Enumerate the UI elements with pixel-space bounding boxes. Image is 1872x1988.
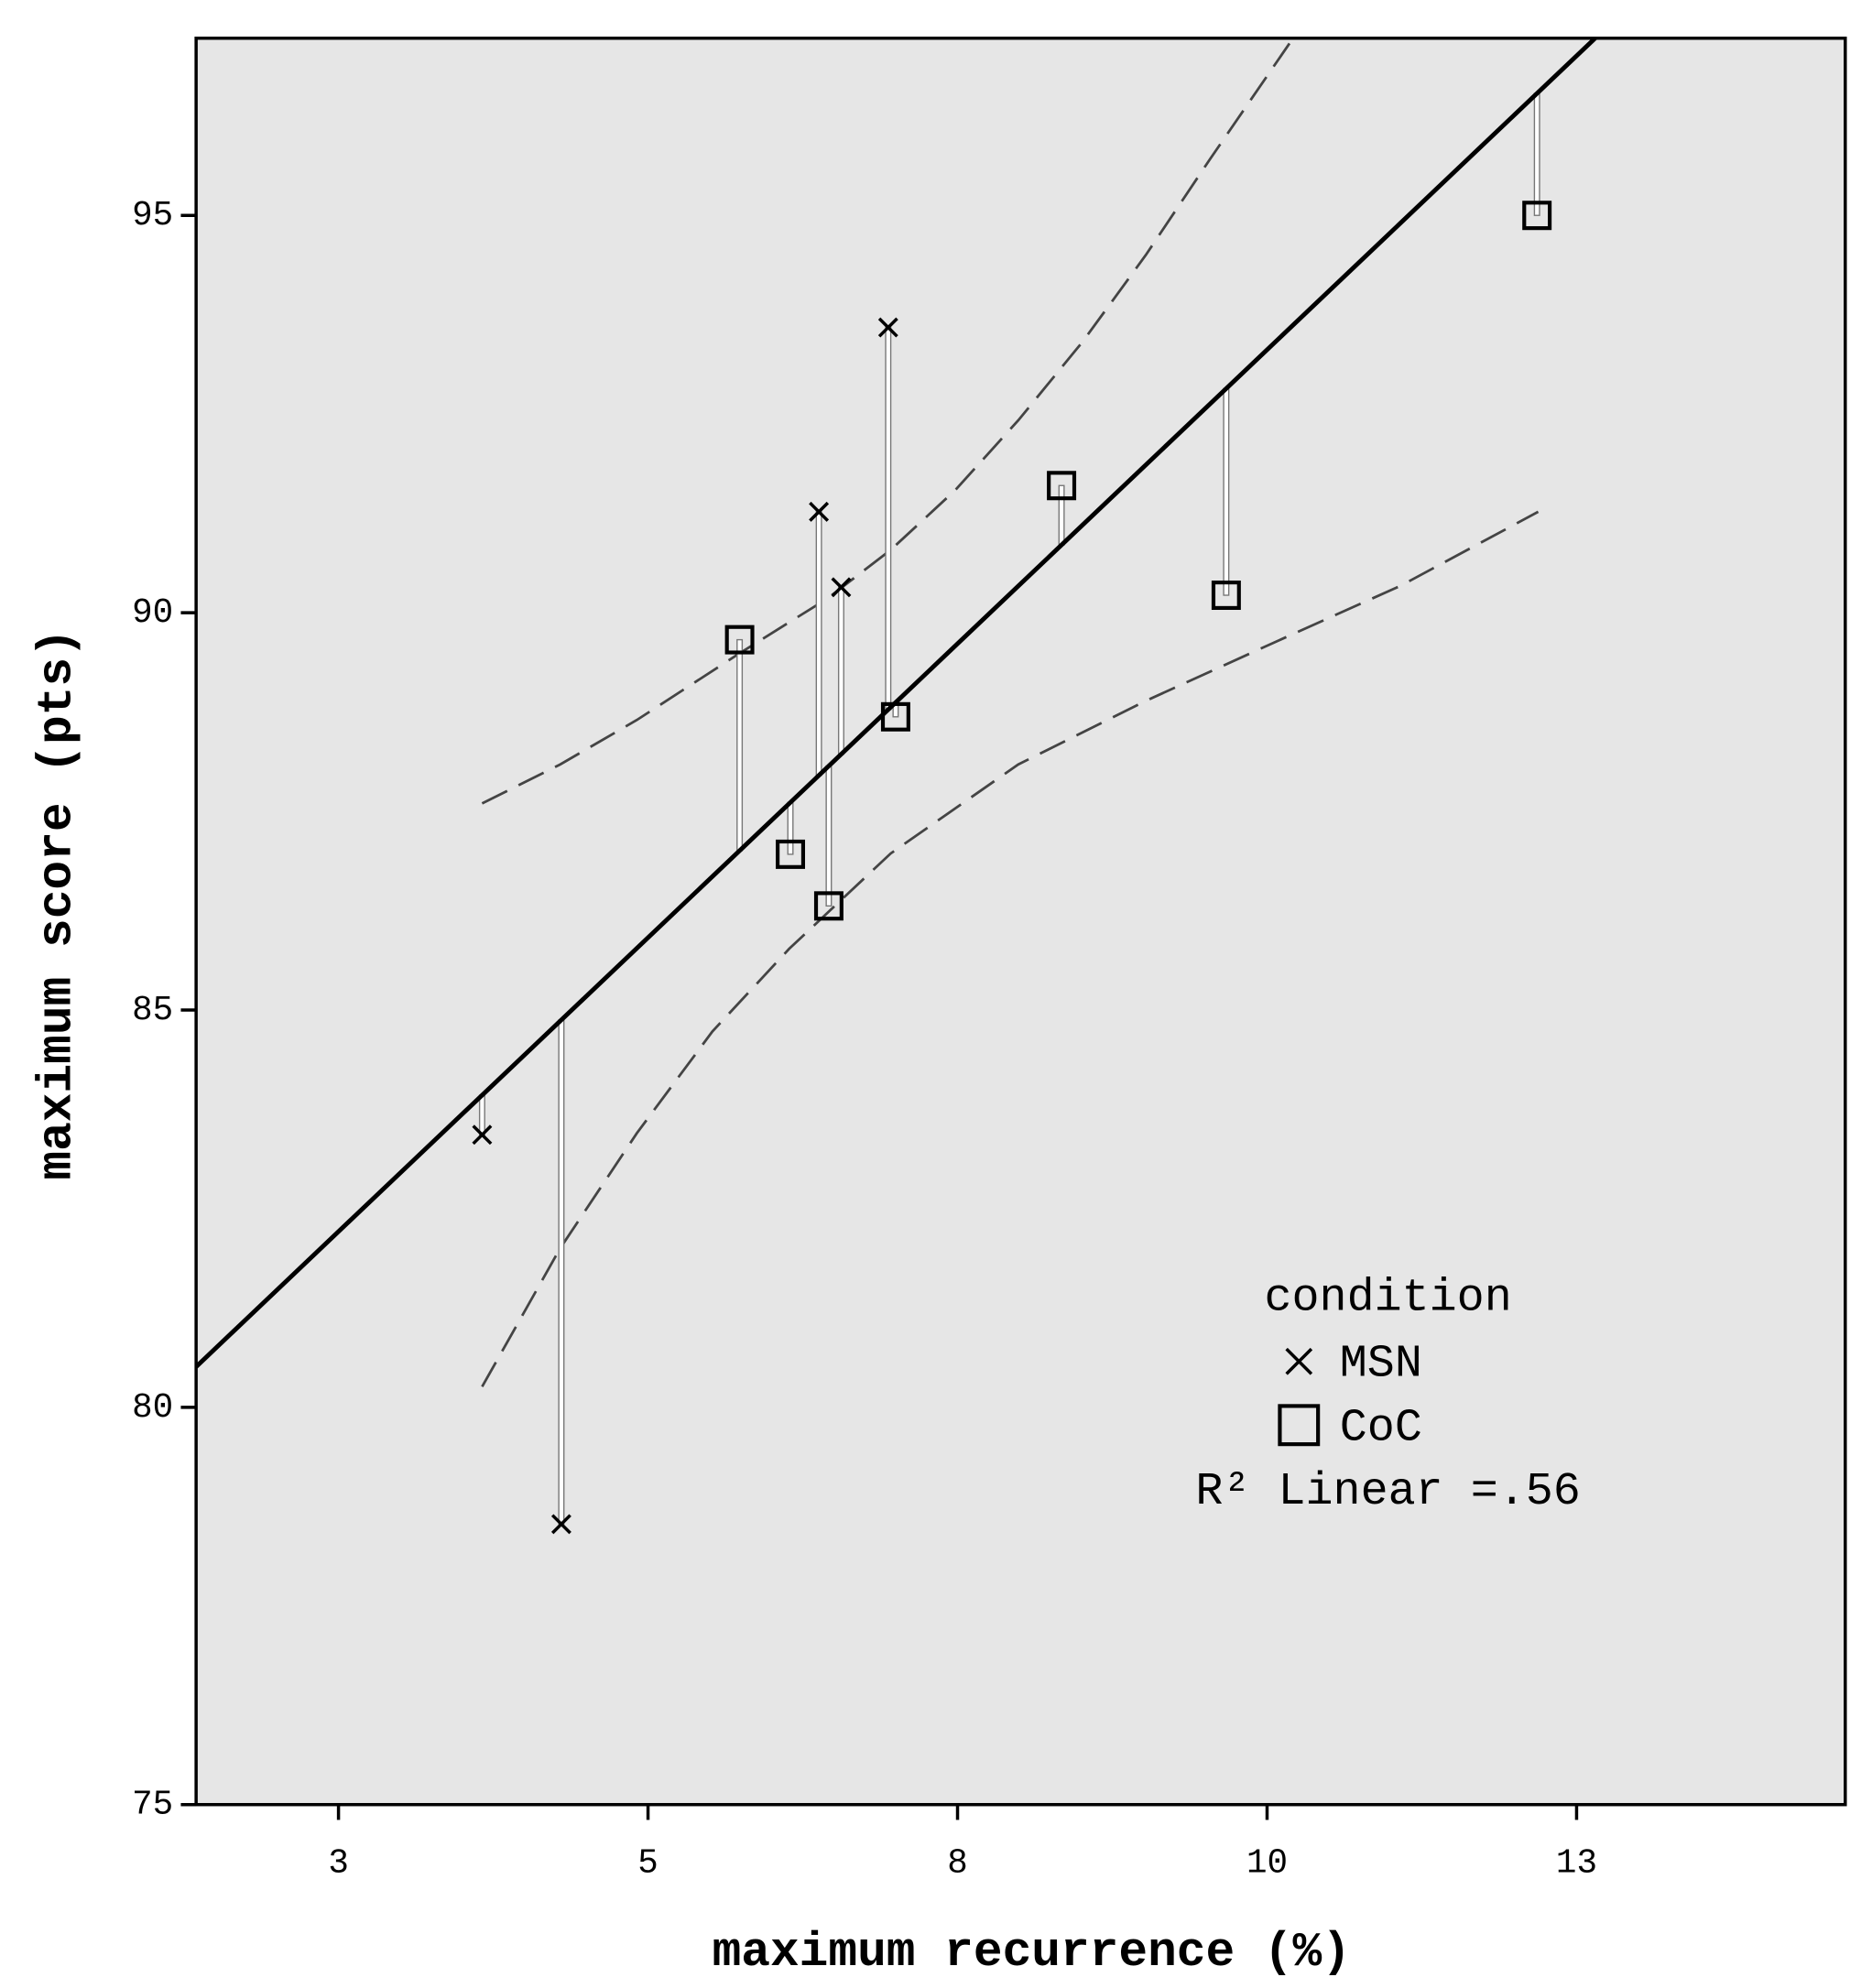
legend-label: CoC bbox=[1340, 1402, 1422, 1454]
marker-square bbox=[1211, 581, 1241, 611]
y-tick-label: 80 bbox=[132, 1389, 173, 1428]
marker-square bbox=[1047, 471, 1077, 501]
residual-line bbox=[1223, 387, 1230, 596]
marker-x-stroke bbox=[550, 1514, 571, 1535]
residual-line bbox=[815, 511, 822, 777]
residual-line bbox=[1058, 484, 1065, 546]
legend-label: MSN bbox=[1340, 1339, 1422, 1391]
marker-square bbox=[813, 891, 843, 921]
x-tick-label: 3 bbox=[328, 1845, 349, 1884]
marker-x-stroke bbox=[809, 501, 830, 522]
y-tick-label: 75 bbox=[132, 1787, 173, 1825]
y-tick-label: 90 bbox=[132, 594, 173, 633]
marker-square bbox=[1522, 201, 1552, 231]
x-tick-label: 8 bbox=[947, 1845, 968, 1884]
residual-line bbox=[787, 801, 794, 855]
marker-x-stroke bbox=[1285, 1347, 1313, 1375]
x-tick-label: 10 bbox=[1246, 1845, 1288, 1884]
residual-line bbox=[825, 765, 833, 907]
marker-x bbox=[550, 1514, 571, 1535]
marker-square bbox=[776, 839, 806, 869]
residual-line bbox=[736, 638, 744, 852]
marker-x bbox=[809, 501, 830, 522]
residual-line bbox=[478, 1094, 485, 1135]
y-tick-label: 95 bbox=[132, 197, 173, 235]
marker-x bbox=[1285, 1347, 1313, 1375]
marker-square bbox=[1278, 1404, 1321, 1447]
fit-label: R² Linear =.56 bbox=[1195, 1466, 1580, 1518]
plot-area bbox=[194, 36, 1847, 1807]
marker-x-stroke bbox=[831, 577, 852, 598]
residual-line bbox=[837, 586, 844, 755]
marker-square bbox=[880, 701, 910, 732]
residual-line bbox=[885, 326, 892, 711]
y-tick-label: 85 bbox=[132, 992, 173, 1030]
legend-title: condition bbox=[1264, 1272, 1511, 1324]
x-tick-label: 13 bbox=[1556, 1845, 1597, 1884]
residual-line bbox=[1533, 92, 1540, 216]
marker-x bbox=[877, 317, 898, 338]
marker-x bbox=[472, 1124, 493, 1146]
residual-line bbox=[558, 1019, 565, 1526]
marker-square bbox=[724, 625, 755, 655]
x-tick-label: 5 bbox=[637, 1845, 658, 1884]
confidence-band bbox=[481, 510, 1540, 1387]
marker-x-stroke bbox=[877, 317, 898, 338]
y-axis-title: maximum score (pts) bbox=[30, 628, 85, 1179]
marker-x-stroke bbox=[472, 1124, 493, 1146]
marker-x bbox=[831, 577, 852, 598]
x-axis-title: maximum recurrence (%) bbox=[713, 1925, 1351, 1980]
